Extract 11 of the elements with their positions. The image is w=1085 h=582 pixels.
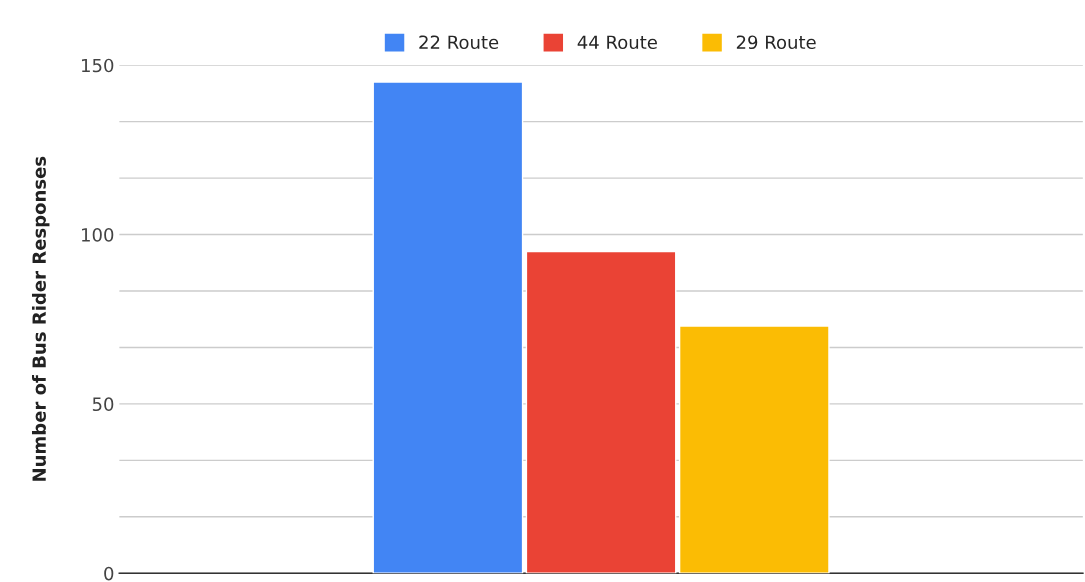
y-tick-label: 150 (82, 58, 114, 73)
y-axis-title: Number of Bus Rider Responses (32, 156, 50, 481)
legend-label: 44 Route (577, 35, 657, 50)
legend-label: 22 Route (419, 35, 499, 50)
y-tick-label: 0 (104, 566, 114, 581)
y-tick-label: 50 (92, 397, 114, 412)
bar (525, 250, 677, 574)
bar (678, 325, 830, 574)
y-tick-label: 100 (82, 228, 114, 242)
legend-label: 29 Route (736, 35, 816, 50)
bar (372, 81, 524, 574)
